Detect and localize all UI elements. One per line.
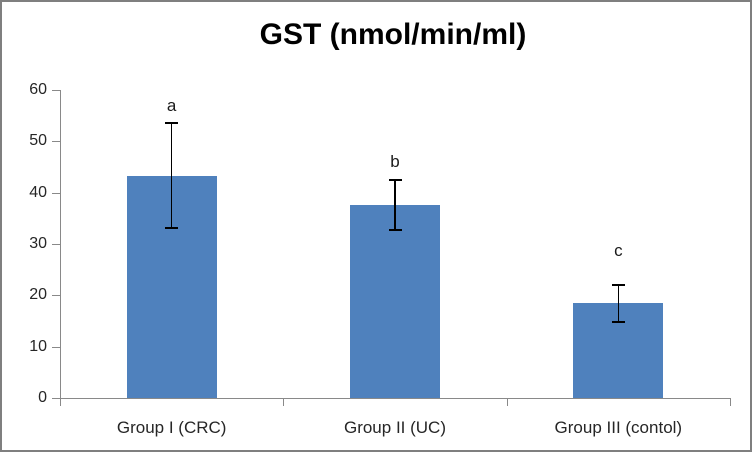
error-bar-cap-bottom [611,320,625,323]
significance-letter: b [390,151,400,171]
y-tick-label: 20 [29,286,47,304]
x-tick-mark [283,398,285,406]
y-tick-label: 10 [29,337,47,355]
y-tick-mark [52,141,60,143]
x-category-label: Group I (CRC) [116,418,227,437]
y-tick-mark [52,346,60,348]
y-tick-mark [52,192,60,194]
error-bar-line [394,179,396,231]
y-tick-mark [52,244,60,245]
significance-letter: a [166,96,177,116]
error-bar-cap-top [388,178,402,181]
y-tick-label: 30 [29,235,47,252]
error-bar-line [170,123,173,229]
x-tick-mark [60,398,61,406]
error-bar-cap-top [611,283,625,286]
x-axis-line [60,398,731,399]
x-tick-mark [730,398,731,406]
y-tick-mark [52,398,60,399]
bar [350,204,440,398]
y-tick-mark [52,295,60,297]
y-tick-label: 50 [29,132,47,150]
significance-letter: c [614,240,623,260]
error-bar-cap-bottom [165,227,179,230]
error-bar-cap-top [165,122,179,125]
error-bar-line [617,284,620,322]
error-bar-cap-bottom [388,229,402,232]
x-category-label: Group II (UC) [343,418,446,437]
y-tick-label: 0 [38,389,47,406]
chart-title: GST (nmol/min/ml) [259,18,527,51]
y-tick-mark [52,90,60,91]
x-tick-mark [506,398,508,406]
y-tick-label: 40 [29,183,47,201]
y-tick-label: 60 [29,81,47,98]
x-category-label: Group III (contol) [554,418,683,437]
y-axis-line [60,90,61,399]
